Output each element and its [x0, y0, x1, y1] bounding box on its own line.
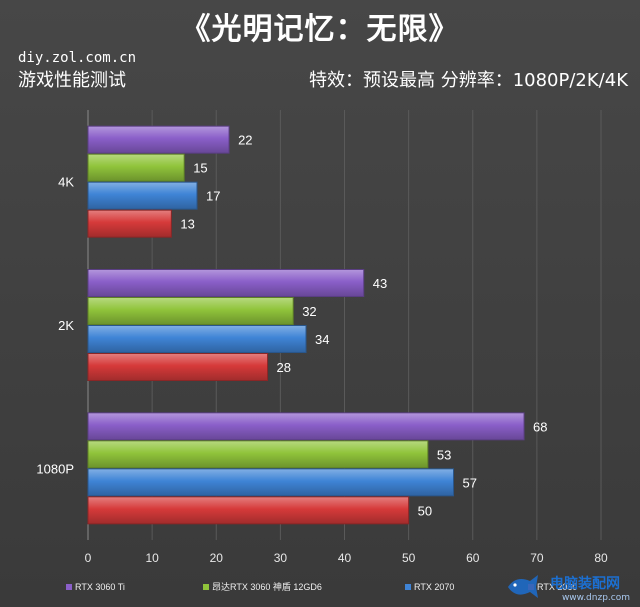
legend-swatch [405, 584, 411, 590]
data-label: 34 [315, 332, 329, 347]
watermark-text: 电脑装配网 [550, 576, 620, 592]
bar [87, 325, 307, 353]
legend-swatch [203, 584, 209, 590]
category-label: 1080P [36, 461, 74, 476]
watermark: 电脑装配网 www.dnzp.com [506, 569, 638, 607]
x-tick-label: 60 [466, 551, 480, 565]
data-label: 50 [418, 503, 432, 518]
data-label: 22 [238, 133, 252, 148]
bar [87, 269, 365, 297]
category-label: 2K [58, 318, 74, 333]
legend-swatch [66, 584, 72, 590]
bar [87, 181, 198, 210]
bar [87, 153, 185, 182]
data-label: 32 [302, 304, 316, 319]
bar [87, 353, 269, 381]
legend-label: RTX 3060 Ti [75, 582, 125, 592]
chart-title: 《光明记忆：无限》 [180, 12, 460, 47]
data-label: 15 [193, 161, 207, 176]
legend-label: RTX 2070 [414, 582, 454, 592]
x-tick-label: 20 [210, 551, 224, 565]
fish-logo-icon [508, 575, 538, 598]
watermark-url: www.dnzp.com [561, 593, 630, 603]
x-tick-label: 50 [402, 551, 416, 565]
bar [87, 412, 525, 441]
data-label: 28 [277, 360, 291, 375]
x-tick-label: 80 [594, 551, 608, 565]
x-tick-label: 0 [85, 551, 92, 565]
settings-text: 特效：预设最高 分辨率：1080P/2K/4K [308, 70, 628, 91]
bar [87, 496, 410, 525]
legend-label: 昂达RTX 3060 神盾 12GD6 [212, 581, 322, 592]
data-label: 53 [437, 447, 451, 462]
bar [87, 468, 455, 497]
bar [87, 297, 294, 325]
category-label: 4K [58, 175, 74, 190]
bar [87, 125, 230, 154]
data-label: 13 [180, 217, 194, 232]
bar [87, 440, 429, 469]
data-label: 68 [533, 419, 547, 434]
source-url: diy.zol.com.cn [18, 50, 137, 66]
test-name: 游戏性能测试 [18, 70, 126, 91]
x-tick-label: 10 [145, 551, 159, 565]
data-label: 43 [373, 276, 387, 291]
x-tick-label: 30 [274, 551, 288, 565]
x-tick-label: 70 [530, 551, 544, 565]
data-label: 17 [206, 189, 220, 204]
bar [87, 209, 172, 238]
legend-label: RTX 2060 [537, 582, 577, 592]
x-tick-label: 40 [338, 551, 352, 565]
data-label: 57 [463, 475, 477, 490]
